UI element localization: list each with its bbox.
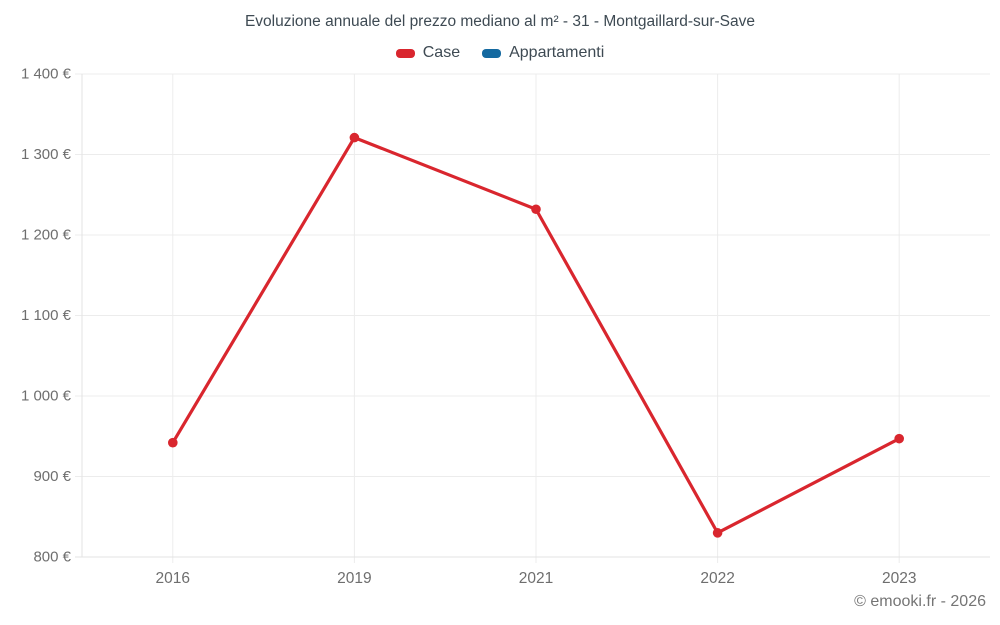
y-axis-label: 900 € [33, 468, 71, 485]
x-axis-label: 2019 [337, 570, 371, 587]
y-axis-label: 1 300 € [21, 146, 72, 163]
y-axis-label: 1 200 € [21, 227, 72, 244]
x-axis-label: 2023 [882, 570, 916, 587]
data-point-case-2021[interactable] [531, 204, 541, 215]
legend-label-appartamenti: Appartamenti [509, 44, 605, 61]
legend-item-case[interactable]: Case [395, 44, 461, 62]
y-axis-label: 1 400 € [21, 66, 72, 83]
x-axis-label: 2022 [700, 570, 734, 587]
x-axis-label: 2016 [156, 570, 190, 587]
legend-item-appartamenti[interactable]: Appartamenti [482, 44, 604, 62]
legend-swatch-appartamenti [482, 48, 502, 58]
legend-label-case: Case [422, 44, 461, 61]
x-axis-label: 2021 [519, 570, 553, 587]
legend-swatch-case [395, 48, 415, 58]
data-point-case-2022[interactable] [712, 528, 723, 538]
data-point-case-2023[interactable] [894, 433, 904, 444]
data-point-case-2016[interactable] [168, 437, 178, 448]
chart-title: Evoluzione annuale del prezzo mediano al… [244, 13, 756, 30]
copyright-footer: © emooki.fr - 2026 [854, 593, 986, 610]
y-axis-label: 1 000 € [21, 388, 72, 405]
chart-legend: Case Appartamenti [0, 44, 1000, 62]
y-axis-label: 800 € [33, 549, 71, 566]
y-axis-label: 1 100 € [21, 307, 72, 324]
data-point-case-2019[interactable] [349, 132, 360, 143]
